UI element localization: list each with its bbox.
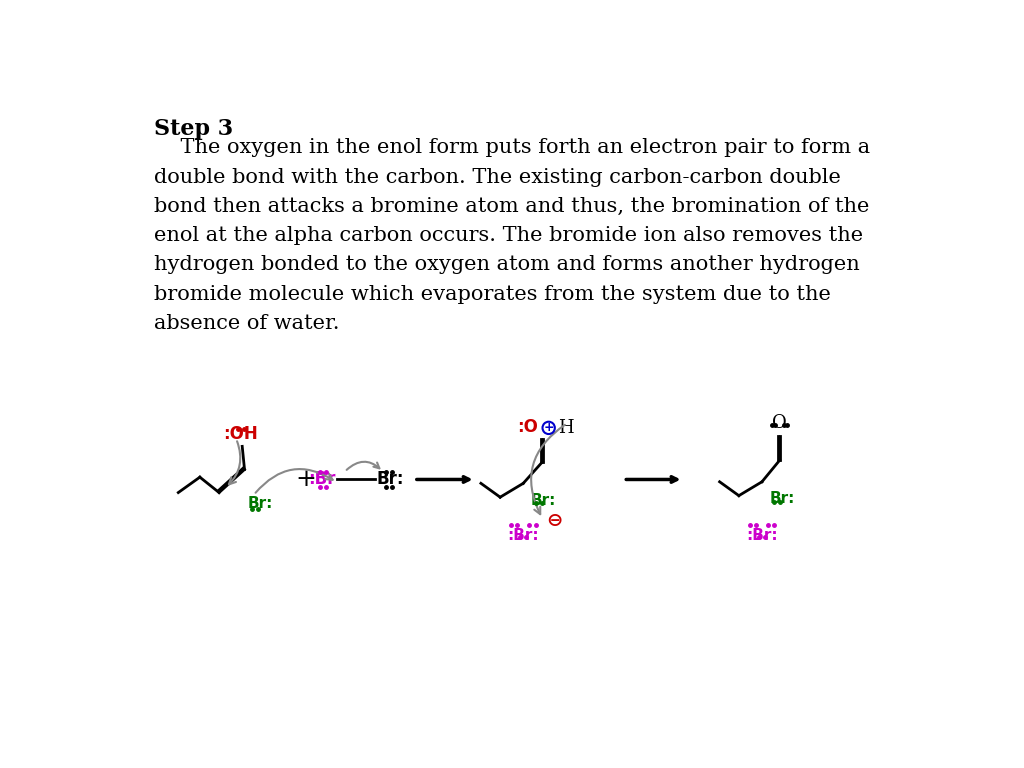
Text: H: H [558,419,573,437]
Text: absence of water.: absence of water. [154,314,339,333]
Text: +: + [296,468,316,491]
Text: Br:: Br: [531,492,556,508]
Text: hydrogen bonded to the oxygen atom and forms another hydrogen: hydrogen bonded to the oxygen atom and f… [154,256,859,274]
Text: Br:: Br: [248,496,273,511]
Text: +: + [544,422,554,435]
Text: :Br:: :Br: [746,528,778,543]
FancyArrowPatch shape [531,425,565,515]
Text: ⊖: ⊖ [546,511,562,530]
Text: :OH: :OH [223,425,258,443]
Text: bromide molecule which evaporates from the system due to the: bromide molecule which evaporates from t… [154,285,830,303]
Text: :O: :O [517,418,538,435]
Text: Br:: Br: [770,491,795,506]
Text: Step 3: Step 3 [154,118,232,140]
Text: Br:: Br: [377,471,404,488]
Text: :Br:: :Br: [508,528,539,543]
FancyArrowPatch shape [256,469,333,493]
Text: bond then attacks a bromine atom and thus, the bromination of the: bond then attacks a bromine atom and thu… [154,197,869,216]
Text: The oxygen in the enol form puts forth an electron pair to form a: The oxygen in the enol form puts forth a… [154,138,869,157]
Text: :Br: :Br [308,471,336,488]
FancyArrowPatch shape [229,442,241,485]
FancyArrowPatch shape [347,462,379,470]
Text: O: O [772,414,787,432]
Text: enol at the alpha carbon occurs. The bromide ion also removes the: enol at the alpha carbon occurs. The bro… [154,226,863,245]
Text: double bond with the carbon. The existing carbon-carbon double: double bond with the carbon. The existin… [154,167,841,187]
